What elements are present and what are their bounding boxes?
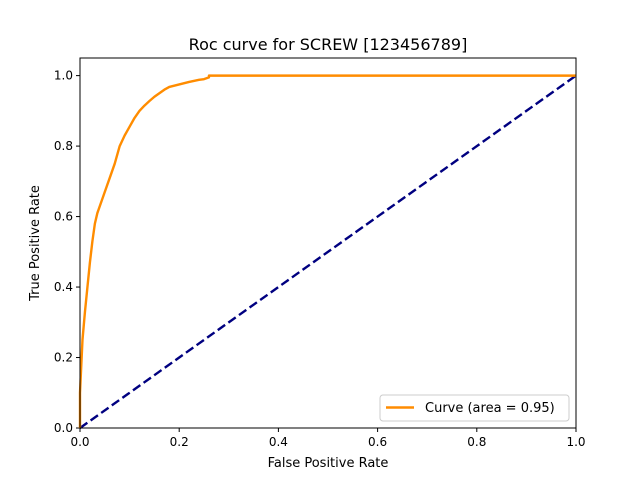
chart-title: Roc curve for SCREW [123456789]: [189, 35, 468, 54]
roc-curve-line: [78, 74, 576, 428]
y-tick-label: 0.8: [54, 139, 73, 153]
x-tick-label: 1.0: [566, 435, 585, 449]
y-tick-label: 0.4: [54, 280, 73, 294]
series-layer: [78, 74, 577, 429]
x-tick-label: 0.8: [467, 435, 486, 449]
y-axis-label: True Positive Rate: [28, 185, 43, 302]
plot-area: [80, 58, 576, 428]
x-tick-label: 0.2: [170, 435, 189, 449]
x-tick-label: 0.0: [70, 435, 89, 449]
chance-diagonal-line: [79, 74, 577, 429]
y-tick-label: 1.0: [54, 69, 73, 83]
x-tick-label: 0.4: [269, 435, 288, 449]
x-tick-label: 0.6: [368, 435, 387, 449]
y-tick-label: 0.0: [54, 421, 73, 435]
legend: Curve (area = 0.95): [379, 394, 570, 422]
legend-entry-curve: Curve (area = 0.95): [425, 401, 555, 416]
legend-box: [379, 394, 570, 422]
plot-frame: [79, 57, 577, 429]
y-tick-label: 0.6: [54, 210, 73, 224]
axis-ticks: 0.0 0.2 0.4 0.6 0.8 1.0 0.0 0.2 0.4 0.6 0.8 1.0: [54, 69, 586, 449]
x-axis-label: False Positive Rate: [268, 456, 389, 471]
y-tick-label: 0.2: [54, 351, 73, 365]
